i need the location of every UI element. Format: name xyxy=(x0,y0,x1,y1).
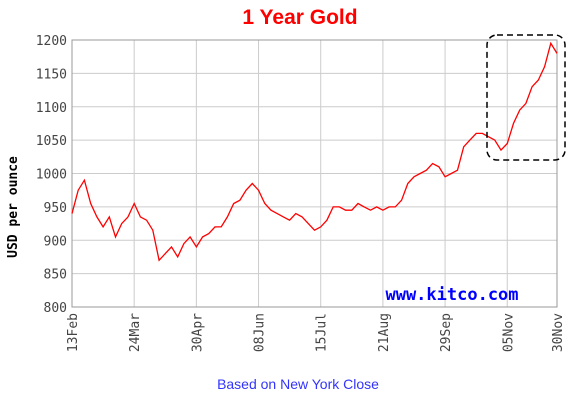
y-tick-label: 1200 xyxy=(36,34,67,49)
x-tick-label: 24Mar xyxy=(128,313,143,352)
x-tick-label: 15Jul xyxy=(315,313,330,352)
y-tick-label: 900 xyxy=(44,234,67,249)
y-tick-label: 1150 xyxy=(36,67,67,82)
watermark: www.kitco.com xyxy=(385,285,518,305)
plot-border xyxy=(71,39,558,308)
x-tick-label: 08Jun xyxy=(253,313,268,352)
x-tick-label: 30Nov xyxy=(551,313,566,352)
y-tick-label: 1000 xyxy=(36,168,67,183)
footnote: Based on New York Close xyxy=(217,376,379,392)
x-tick-label: 13Feb xyxy=(66,313,81,352)
highlight-box xyxy=(486,34,566,161)
x-tick-label: 30Apr xyxy=(190,313,205,352)
y-tick-label: 1100 xyxy=(36,101,67,116)
y-tick-label: 950 xyxy=(44,201,67,216)
price-line xyxy=(71,41,558,262)
x-tick-label: 29Sep xyxy=(439,313,454,352)
y-tick-label: 850 xyxy=(44,268,67,283)
y-tick-label: 1050 xyxy=(36,134,67,149)
marks xyxy=(71,41,558,262)
x-tick-label: 05Nov xyxy=(501,313,516,352)
y-axis-label: USD per ounce xyxy=(6,156,21,258)
x-tick-label: 21Aug xyxy=(377,313,392,352)
chart-title: 1 Year Gold xyxy=(242,6,357,29)
y-tick-label: 800 xyxy=(44,301,67,316)
